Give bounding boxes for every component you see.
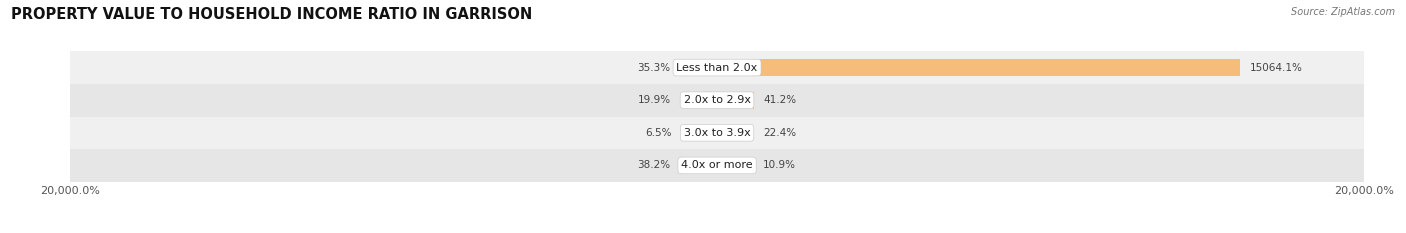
Text: 2.0x to 2.9x: 2.0x to 2.9x (683, 95, 751, 105)
Text: Source: ZipAtlas.com: Source: ZipAtlas.com (1291, 7, 1395, 17)
Bar (70, 149, 1364, 182)
Text: 22.4%: 22.4% (763, 128, 796, 138)
Text: 6.5%: 6.5% (645, 128, 672, 138)
Text: 4.0x or more: 4.0x or more (682, 161, 752, 170)
Text: Less than 2.0x: Less than 2.0x (676, 63, 758, 72)
Bar (70, 51, 1364, 84)
Text: 38.2%: 38.2% (637, 161, 671, 170)
Text: 3.0x to 3.9x: 3.0x to 3.9x (683, 128, 751, 138)
Bar (752, 59, 1240, 76)
Text: 19.9%: 19.9% (638, 95, 671, 105)
Text: PROPERTY VALUE TO HOUSEHOLD INCOME RATIO IN GARRISON: PROPERTY VALUE TO HOUSEHOLD INCOME RATIO… (11, 7, 533, 22)
Text: 35.3%: 35.3% (637, 63, 671, 72)
Bar (70, 116, 1364, 149)
Text: 10.9%: 10.9% (762, 161, 796, 170)
Text: 15064.1%: 15064.1% (1250, 63, 1302, 72)
Text: 41.2%: 41.2% (763, 95, 797, 105)
Bar (70, 84, 1364, 116)
